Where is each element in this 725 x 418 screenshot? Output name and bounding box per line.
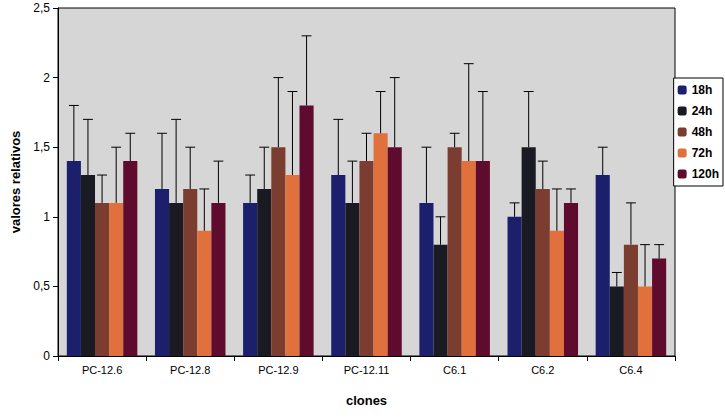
svg-text:0: 0 — [43, 349, 50, 363]
svg-text:C6.1: C6.1 — [443, 364, 466, 376]
svg-text:72h: 72h — [692, 146, 713, 160]
svg-text:2: 2 — [43, 71, 50, 85]
svg-text:PC-12.6: PC-12.6 — [82, 364, 122, 376]
svg-text:2,5: 2,5 — [33, 1, 50, 15]
svg-text:PC-12.11: PC-12.11 — [344, 364, 390, 376]
svg-text:clones: clones — [346, 393, 387, 408]
svg-text:18h: 18h — [692, 83, 713, 97]
svg-text:1: 1 — [43, 210, 50, 224]
svg-text:C6.2: C6.2 — [531, 364, 554, 376]
svg-text:120h: 120h — [692, 167, 719, 181]
svg-text:PC-12.9: PC-12.9 — [258, 364, 298, 376]
svg-text:0,5: 0,5 — [33, 279, 50, 293]
svg-text:valores relativos: valores relativos — [8, 131, 23, 234]
svg-text:PC-12.8: PC-12.8 — [170, 364, 210, 376]
svg-text:48h: 48h — [692, 125, 713, 139]
svg-text:24h: 24h — [692, 104, 713, 118]
svg-text:1,5: 1,5 — [33, 140, 50, 154]
svg-text:C6.4: C6.4 — [619, 364, 642, 376]
